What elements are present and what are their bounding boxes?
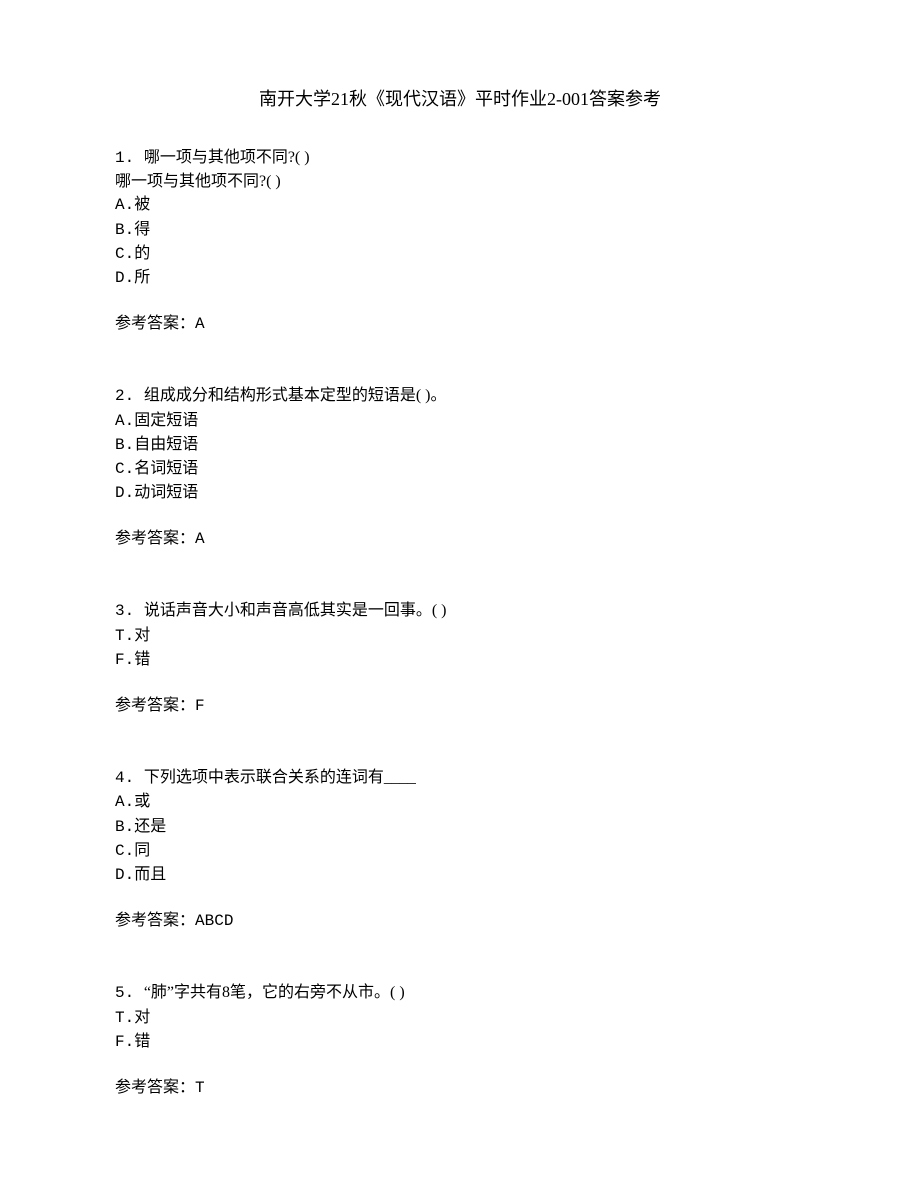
option-text: 对 (134, 627, 150, 644)
option-label: F. (115, 651, 134, 669)
option-label: D. (115, 269, 134, 287)
option-text: 得 (134, 221, 150, 238)
question-number: 5. (115, 984, 144, 1002)
option-label: A. (115, 196, 134, 214)
question-text: 下列选项中表示联合关系的连词有____ (144, 769, 416, 786)
option-label: T. (115, 627, 134, 645)
option-f: F.错 (115, 648, 805, 672)
question-2: 2. 组成成分和结构形式基本定型的短语是( )。 A.固定短语 B.自由短语 C… (115, 384, 805, 551)
answer: 参考答案：T (115, 1076, 805, 1100)
answer-value: A (195, 530, 205, 548)
answer-value: T (195, 1079, 205, 1097)
option-label: D. (115, 866, 134, 884)
option-a: A.被 (115, 193, 805, 217)
option-t: T.对 (115, 624, 805, 648)
option-text: 同 (134, 842, 150, 859)
option-label: F. (115, 1033, 134, 1051)
option-c: C.同 (115, 839, 805, 863)
option-text: 的 (134, 245, 150, 262)
option-text: 或 (134, 793, 150, 810)
question-repeat: 哪一项与其他项不同?( ) (115, 170, 805, 193)
answer-label: 参考答案： (115, 697, 195, 714)
question-number: 2. (115, 387, 144, 405)
question-4: 4. 下列选项中表示联合关系的连词有____ A.或 B.还是 C.同 D.而且… (115, 766, 805, 933)
option-label: T. (115, 1009, 134, 1027)
answer-value: A (195, 315, 205, 333)
question-line: 2. 组成成分和结构形式基本定型的短语是( )。 (115, 384, 805, 408)
option-d: D.而且 (115, 863, 805, 887)
option-b: B.还是 (115, 815, 805, 839)
option-label: B. (115, 818, 134, 836)
question-text: 组成成分和结构形式基本定型的短语是( )。 (144, 387, 447, 404)
question-text: 哪一项与其他项不同?( ) (144, 149, 310, 166)
option-b: B.得 (115, 218, 805, 242)
answer-value: F (195, 697, 205, 715)
answer-label: 参考答案： (115, 530, 195, 547)
answer: 参考答案：A (115, 312, 805, 336)
question-number: 4. (115, 769, 144, 787)
question-text: 说话声音大小和声音高低其实是一回事。( ) (144, 602, 447, 619)
answer-label: 参考答案： (115, 912, 195, 929)
option-c: C.名词短语 (115, 457, 805, 481)
question-line: 1. 哪一项与其他项不同?( ) (115, 146, 805, 170)
page-title: 南开大学21秋《现代汉语》平时作业2-001答案参考 (115, 85, 805, 111)
question-number: 3. (115, 602, 144, 620)
option-label: B. (115, 221, 134, 239)
option-text: 名词短语 (134, 460, 198, 477)
option-label: C. (115, 842, 134, 860)
option-a: A.固定短语 (115, 409, 805, 433)
option-text: 所 (134, 269, 150, 286)
option-d: D.所 (115, 266, 805, 290)
question-line: 5. “肺”字共有8笔，它的右旁不从市。( ) (115, 981, 805, 1005)
option-c: C.的 (115, 242, 805, 266)
option-t: T.对 (115, 1006, 805, 1030)
option-text: 错 (134, 651, 150, 668)
answer-label: 参考答案： (115, 315, 195, 332)
option-label: A. (115, 412, 134, 430)
option-d: D.动词短语 (115, 481, 805, 505)
answer: 参考答案：F (115, 694, 805, 718)
option-text: 自由短语 (134, 436, 198, 453)
option-text: 而且 (134, 866, 166, 883)
option-label: C. (115, 460, 134, 478)
question-text: “肺”字共有8笔，它的右旁不从市。( ) (144, 984, 405, 1001)
option-label: C. (115, 245, 134, 263)
option-label: D. (115, 484, 134, 502)
option-label: B. (115, 436, 134, 454)
answer-value: ABCD (195, 912, 233, 930)
option-f: F.错 (115, 1030, 805, 1054)
option-text: 对 (134, 1009, 150, 1026)
question-line: 3. 说话声音大小和声音高低其实是一回事。( ) (115, 599, 805, 623)
question-1: 1. 哪一项与其他项不同?( ) 哪一项与其他项不同?( ) A.被 B.得 C… (115, 146, 805, 336)
option-a: A.或 (115, 790, 805, 814)
answer: 参考答案：A (115, 527, 805, 551)
option-text: 固定短语 (134, 412, 198, 429)
option-text: 被 (134, 196, 150, 213)
question-number: 1. (115, 149, 144, 167)
answer: 参考答案：ABCD (115, 909, 805, 933)
option-label: A. (115, 793, 134, 811)
question-5: 5. “肺”字共有8笔，它的右旁不从市。( ) T.对 F.错 参考答案：T (115, 981, 805, 1100)
option-text: 动词短语 (134, 484, 198, 501)
question-line: 4. 下列选项中表示联合关系的连词有____ (115, 766, 805, 790)
option-text: 错 (134, 1033, 150, 1050)
answer-label: 参考答案： (115, 1079, 195, 1096)
option-text: 还是 (134, 818, 166, 835)
option-b: B.自由短语 (115, 433, 805, 457)
question-3: 3. 说话声音大小和声音高低其实是一回事。( ) T.对 F.错 参考答案：F (115, 599, 805, 718)
